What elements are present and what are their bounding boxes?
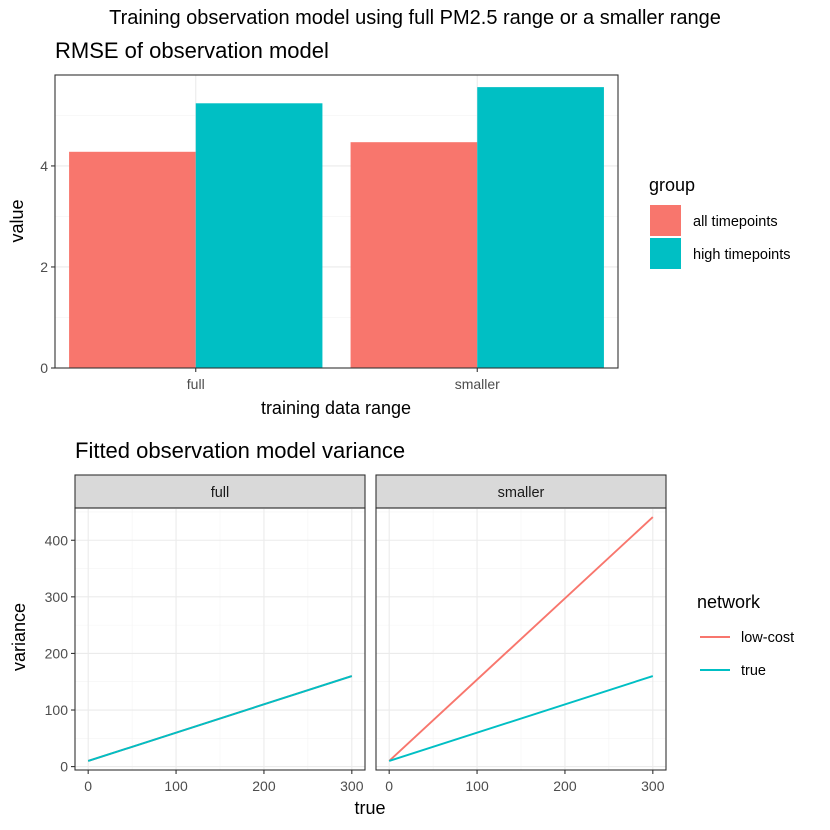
line-x-tick-label: 0 (84, 778, 92, 794)
line-y-tick-label: 0 (60, 759, 68, 775)
bar-chart-x-axis: full smaller (187, 368, 500, 392)
bar-legend-label: high timepoints (693, 247, 791, 263)
line-smaller-true (388, 675, 654, 762)
line-y-tick-label: 200 (45, 645, 69, 661)
line-y-tick-label: 300 (45, 589, 69, 605)
bar-smaller-high-timepoints (477, 87, 604, 368)
bar-legend-label: all timepoints (693, 214, 778, 230)
line-chart-x-axis-title: true (354, 798, 385, 818)
bar-chart-title: RMSE of observation model (55, 38, 329, 63)
facet-panel-border (375, 507, 667, 771)
rmse-bar-chart: RMSE of observation model 0 2 4 full smalle… (7, 38, 791, 418)
bar-chart-y-axis-title: value (7, 199, 27, 242)
bar-y-tick-label: 2 (40, 259, 48, 275)
line-y-tick-label: 100 (45, 702, 69, 718)
bar-x-tick-label: full (187, 376, 205, 392)
bar-chart-bars (69, 87, 604, 368)
bar-chart-panel-border (54, 74, 619, 369)
variance-line-chart: Fitted observation model variance full 0 1… (9, 438, 794, 818)
line-x-tick-label: 300 (641, 778, 665, 794)
facet-strip-label: full (211, 485, 230, 501)
facet-smaller: smaller 0 100 200 300 (375, 474, 667, 794)
line-x-tick-label: 100 (465, 778, 489, 794)
line-chart-title: Fitted observation model variance (75, 438, 405, 463)
line-legend-label: true (741, 663, 766, 679)
bar-chart-legend: group all timepoints high timepoints (649, 175, 791, 269)
figure-title: Training observation model using full PM… (109, 7, 721, 29)
line-chart-legend-title: network (697, 592, 761, 612)
line-chart-legend: network low-cost true (697, 592, 794, 679)
bar-full-all-timepoints (69, 151, 196, 368)
bar-full-high-timepoints (195, 103, 323, 368)
bar-y-tick-label: 4 (40, 158, 48, 174)
facet-strip (74, 474, 366, 509)
bar-y-tick-label: 0 (40, 360, 48, 376)
line-x-tick-label: 200 (553, 778, 577, 794)
bar-chart-legend-title: group (649, 175, 695, 195)
line-x-tick-label: 100 (164, 778, 188, 794)
facet-strip-label: smaller (498, 485, 545, 501)
bar-smaller-all-timepoints (350, 142, 478, 368)
line-full-true (87, 675, 353, 762)
bar-x-tick-label: smaller (455, 376, 500, 392)
line-chart-y-axis-title: variance (9, 603, 29, 671)
bar-chart-y-axis: 0 2 4 (40, 158, 55, 376)
line-y-tick-label: 400 (45, 532, 69, 548)
facet-panel-border (74, 507, 366, 771)
bar-legend-key (650, 205, 681, 236)
bar-legend-key (650, 238, 681, 269)
line-x-tick-label: 200 (252, 778, 276, 794)
line-x-tick-label: 300 (340, 778, 364, 794)
line-legend-label: low-cost (741, 630, 794, 646)
bar-chart-x-axis-title: training data range (261, 398, 411, 418)
line-smaller-low-cost (388, 516, 654, 762)
facet-full: full 0 100 200 300 0 100 200 300 400 (45, 474, 366, 794)
line-x-tick-label: 0 (385, 778, 393, 794)
